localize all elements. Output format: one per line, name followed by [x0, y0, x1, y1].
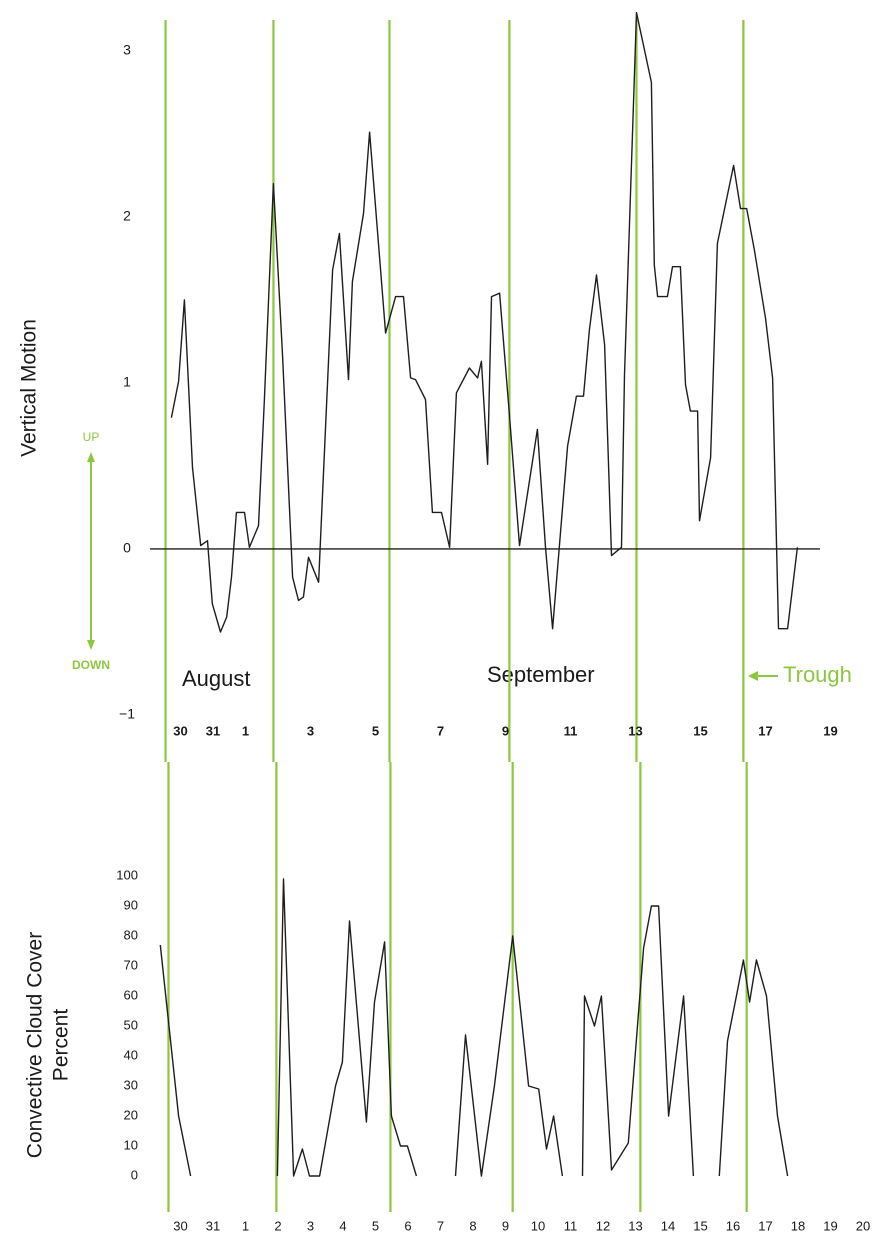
x-tick-label: 13: [628, 1218, 642, 1233]
arrow-head: [748, 671, 758, 681]
x-tick-label: 14: [661, 1218, 675, 1233]
y-tick-label: 60: [124, 987, 138, 1002]
x-tick-label: 11: [564, 723, 578, 738]
y-tick-label: 20: [124, 1107, 138, 1122]
x-tick-label: 3: [307, 723, 314, 738]
x-tick-label: 15: [693, 1218, 707, 1233]
x-tick-label: 4: [339, 1218, 346, 1233]
y-tick-label: 1: [123, 374, 131, 390]
arrow-head: [87, 452, 95, 462]
y-tick-label: 0: [123, 540, 131, 556]
x-tick-label: 9: [502, 1218, 509, 1233]
x-tick-label: 5: [372, 723, 379, 738]
x-tick-label: 15: [693, 723, 707, 738]
x-tick-label: 17: [758, 723, 772, 738]
y-tick-label: 0: [131, 1167, 138, 1182]
x-tick-label: 30: [173, 1218, 187, 1233]
y-tick-label: 80: [124, 927, 138, 942]
x-tick-label: 13: [628, 723, 642, 738]
x-tick-label: 6: [404, 1218, 411, 1233]
y-tick-label: 50: [124, 1017, 138, 1032]
data-line: [170, 11, 799, 633]
data-line: [159, 878, 789, 1177]
y-tick-label: 90: [124, 897, 138, 912]
x-tick-label: 30: [173, 723, 187, 738]
x-tick-label: 1: [242, 1218, 249, 1233]
x-tick-label: 16: [726, 1218, 740, 1233]
x-tick-label: 10: [531, 1218, 545, 1233]
y-axis-label: Percent: [50, 1009, 73, 1082]
x-tick-label: 20: [856, 1218, 870, 1233]
x-tick-label: 17: [758, 1218, 772, 1233]
trough-label: Trough: [783, 662, 852, 687]
y-tick-label: 2: [123, 208, 131, 224]
arrow-head: [87, 640, 95, 650]
down-label: DOWN: [72, 658, 110, 672]
x-tick-label: 9: [502, 723, 509, 738]
x-tick-label: 7: [437, 723, 444, 738]
y-axis-label: Convective Cloud Cover: [24, 932, 47, 1158]
y-tick-label: 40: [124, 1047, 138, 1062]
x-tick-label: 19: [823, 723, 837, 738]
y-tick-label: 3: [123, 42, 131, 58]
month-label: September: [487, 662, 595, 687]
y-tick-label: 70: [124, 957, 138, 972]
month-label: August: [182, 666, 251, 691]
y-tick-label: −1: [119, 706, 135, 722]
x-tick-label: 19: [823, 1218, 837, 1233]
x-tick-label: 7: [437, 1218, 444, 1233]
x-tick-label: 12: [596, 1218, 610, 1233]
x-tick-label: 1: [242, 723, 249, 738]
y-axis-label: Vertical Motion: [18, 319, 41, 457]
up-label: UP: [83, 430, 100, 444]
y-tick-label: 30: [124, 1077, 138, 1092]
y-tick-label: 10: [124, 1137, 138, 1152]
y-tick-label: 100: [116, 867, 138, 882]
x-tick-label: 5: [372, 1218, 379, 1233]
x-tick-label: 2: [274, 1218, 281, 1233]
x-tick-label: 18: [791, 1218, 805, 1233]
x-tick-label: 3: [307, 1218, 314, 1233]
x-tick-label: 31: [206, 723, 220, 738]
x-tick-label: 11: [564, 1218, 578, 1233]
x-tick-label: 31: [206, 1218, 220, 1233]
x-tick-label: 8: [469, 1218, 476, 1233]
